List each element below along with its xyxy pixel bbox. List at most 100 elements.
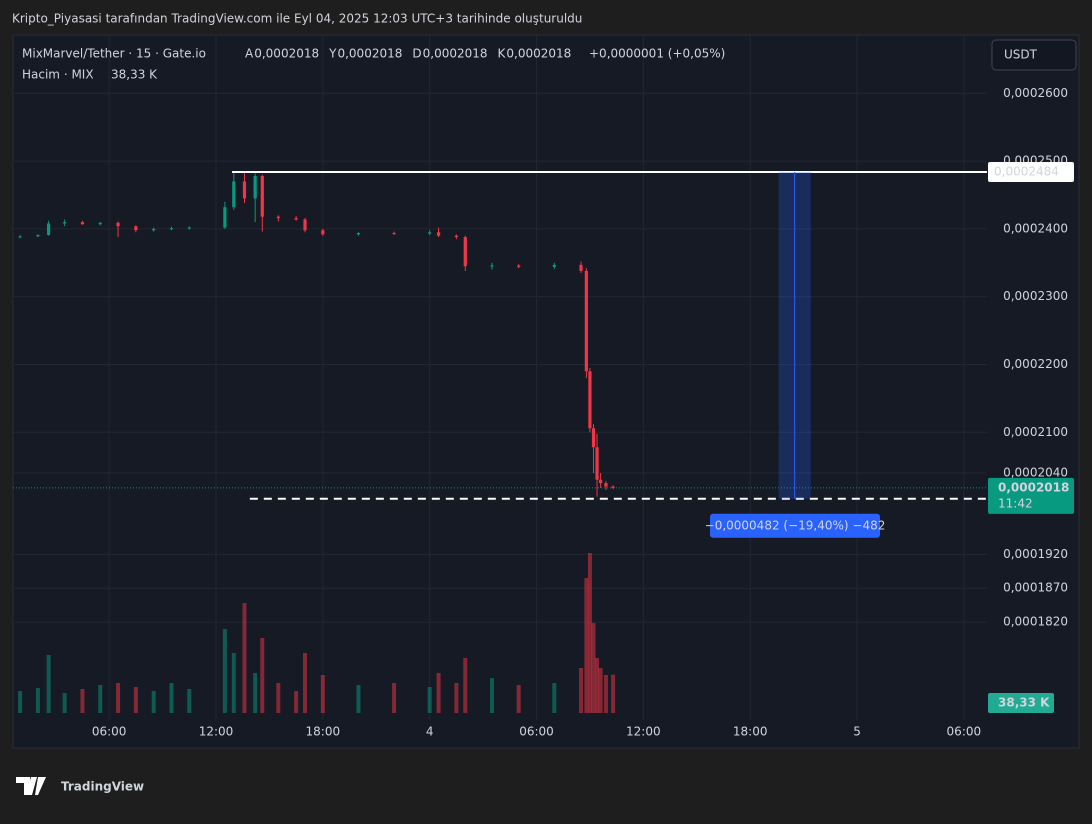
volume-bar (222, 629, 227, 713)
volume-bar (320, 675, 325, 713)
countdown: 11:42 (998, 496, 1033, 510)
volume-bar (276, 683, 281, 713)
y-tick-label: 0,0002200 (1003, 357, 1068, 371)
volume-bar (516, 685, 521, 713)
candle-body (356, 232, 361, 235)
candle-body (152, 228, 156, 231)
volume-bar (253, 673, 258, 713)
volume-tag (988, 693, 1054, 713)
volume-bar (260, 638, 265, 713)
x-tick-label: 06:00 (947, 725, 982, 739)
candle-body (579, 264, 583, 271)
volume-bar (187, 689, 192, 713)
y-tick-label: 0,0002400 (1003, 221, 1068, 235)
volume-bar (595, 658, 600, 713)
volume-bar (454, 683, 459, 713)
candle-body (321, 230, 325, 235)
candle-body (253, 176, 257, 199)
last-price-label: 0,0002018 (998, 480, 1069, 494)
header-title: Kripto_Piyasasi tarafından TradingView.c… (12, 12, 582, 26)
logo: TradingView (16, 777, 144, 795)
ohlc-label: D (412, 47, 421, 61)
y-tick-label: 0,0001920 (1003, 547, 1068, 561)
legend: MixMarvel/Tether · 15 · Gate.io Hacim · … (22, 47, 725, 82)
candle-body (47, 223, 51, 236)
candle-body (599, 479, 603, 484)
candle-body (187, 227, 191, 229)
volume-bar (62, 693, 67, 713)
volume-tag-label: 38,33 K (998, 696, 1050, 710)
volume-bar (611, 674, 616, 713)
currency-button[interactable] (991, 39, 1077, 71)
y-tick-label: 0,0002600 (1003, 86, 1068, 100)
ohlc-value: 0,0002018 (254, 47, 319, 61)
candle-body (604, 483, 608, 487)
candle-body (517, 265, 521, 267)
candle-body (223, 207, 227, 228)
x-tick-label: 12:00 (626, 725, 661, 739)
change: +0,0000001 (+0,05%) (589, 47, 725, 61)
volume-bar (598, 668, 603, 713)
candle-body (303, 219, 307, 231)
candle-body (260, 176, 264, 217)
candle-body (116, 222, 120, 227)
candle-body (276, 216, 280, 219)
candle-body (588, 371, 592, 429)
volume-value: 38,33 K (111, 68, 158, 82)
last-price-tag (988, 477, 1074, 514)
volume-bar (603, 675, 608, 713)
candle-body (595, 447, 599, 480)
candle-body (232, 181, 236, 208)
measure-label: −0,0000482 (−19,40%) −482 (705, 518, 886, 532)
candle-body (611, 486, 615, 488)
y-tick-label: 0,0001820 (1003, 615, 1068, 629)
volume-bar (133, 687, 138, 713)
ohlc-value: 0,0002018 (423, 47, 488, 61)
symbol: MixMarvel/Tether · 15 · Gate.io (22, 47, 206, 61)
volume-bar (116, 683, 121, 713)
volume-bar (242, 603, 247, 713)
volume-bar (463, 658, 468, 713)
candle-body (63, 222, 67, 224)
volume-bar (392, 683, 397, 713)
volume-bar (303, 653, 308, 713)
volume-bar (169, 683, 174, 713)
candle-body (169, 228, 174, 230)
currency-label[interactable]: USDT (1004, 48, 1038, 62)
plot: 0,00026000,00025000,00024000,00023000,00… (13, 35, 1074, 739)
candle-body (591, 428, 596, 448)
x-tick-label: 4 (426, 725, 434, 739)
volume-bar (80, 689, 85, 713)
candle-body (18, 236, 22, 238)
candle-body (294, 218, 298, 220)
candle-body (134, 226, 138, 231)
price-tag (988, 161, 1074, 182)
volume-bar (436, 673, 441, 713)
volume-bar (98, 685, 103, 713)
ohlc-label: K (498, 47, 507, 61)
candle-body (80, 222, 85, 225)
x-tick-label: 12:00 (199, 725, 234, 739)
volume-name: Hacim · MIX (22, 68, 94, 82)
ohlc-label: A (245, 47, 254, 61)
candle-body (463, 237, 467, 267)
candle-body (490, 265, 494, 267)
x-tick-label: 06:00 (92, 725, 127, 739)
volume-bar (587, 553, 592, 713)
y-tick-label: 0,0002100 (1003, 425, 1068, 439)
volume-bar (552, 683, 557, 713)
y-tick-label: 0,0001870 (1003, 581, 1068, 595)
volume-bar (35, 688, 40, 713)
x-tick-label: 5 (853, 725, 861, 739)
y-tick-label: 0,0002040 (1003, 465, 1068, 479)
volume-bar (579, 668, 584, 713)
volume-bar (294, 691, 299, 713)
volume-bar (427, 687, 432, 713)
volume-bar (584, 578, 589, 713)
ohlc-value: 0,0002018 (506, 47, 571, 61)
x-tick-label: 06:00 (519, 725, 554, 739)
candle-body (584, 270, 588, 372)
volume-bar (151, 691, 156, 713)
